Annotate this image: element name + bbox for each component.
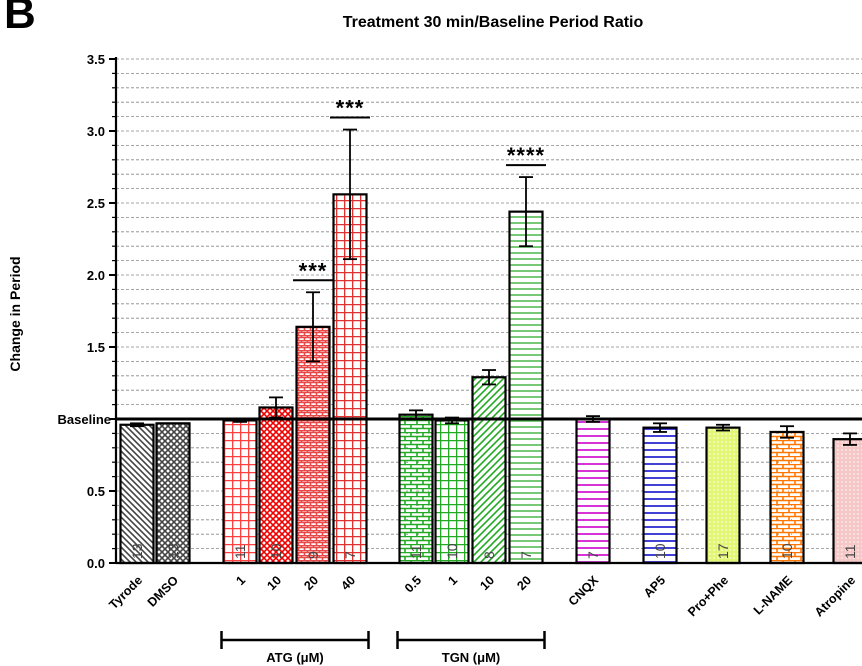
bar [769,430,805,565]
chart-title: Treatment 30 min/Baseline Period Ratio [343,14,644,31]
y-tick-label: 1.5 [87,340,105,355]
n-label: 10 [779,543,795,559]
category-label: Pro+Phe [685,573,731,619]
n-label: 11 [842,544,858,559]
category-label: AP5 [641,573,668,600]
n-label: 11 [232,544,248,559]
category-label: DMSO [145,573,182,610]
category-label: 10 [264,573,284,593]
significance-label: **** [507,143,545,168]
bars: 13 13 11 10 9 7 11 10 8 7 7 10 17 10 11 [119,128,862,565]
bar [295,325,331,565]
category-label: 1 [445,573,460,588]
bar [705,426,741,565]
n-label: 11 [408,544,424,559]
category-label: Atropine [812,573,858,619]
n-label: 7 [585,551,601,559]
n-label: 17 [715,543,731,559]
bar [642,426,678,565]
bar [832,438,862,565]
y-tick-label: 0.0 [87,556,105,571]
bar [119,423,155,565]
category-label: L-NAME [751,573,795,617]
n-label: 9 [305,551,321,559]
annotations: **********ATG (μM) TGN (μM) [116,96,862,665]
group-label: ATG (μM) [266,650,324,665]
n-label: 13 [165,543,181,559]
n-label: 13 [129,543,145,559]
category-label: 0.5 [402,573,424,595]
bar [258,406,294,565]
category-label: 20 [301,573,321,593]
n-label: 10 [268,543,284,559]
y-tick-label: 3.5 [87,52,105,67]
bar [222,419,258,565]
y-tick-label: 2.0 [87,268,105,283]
category-label: 1 [233,573,248,588]
significance-label: *** [299,258,328,283]
bar [575,417,611,565]
n-label: 10 [652,543,668,559]
bar [508,210,544,565]
bar [155,422,191,565]
n-label: 10 [444,543,460,559]
category-label: 20 [514,573,534,593]
group-label: TGN (μM) [442,650,501,665]
n-label: 7 [342,551,358,559]
baseline-label: Baseline [58,412,111,427]
category-label: CNQX [566,573,602,609]
y-tick-label: 0.5 [87,484,105,499]
y-tick-label: 2.5 [87,196,105,211]
category-label: 40 [338,573,358,593]
category-label: 10 [477,573,497,593]
y-tick-label: 3.0 [87,124,105,139]
panel-letter: B [4,0,36,38]
bar [398,413,434,565]
bar [434,419,470,565]
significance-label: *** [336,96,365,121]
y-axis-label: Change in Period [7,256,23,371]
bar [471,376,507,565]
n-label: 8 [481,551,497,559]
n-label: 7 [518,551,534,559]
category-label: Tyrode [106,573,145,612]
